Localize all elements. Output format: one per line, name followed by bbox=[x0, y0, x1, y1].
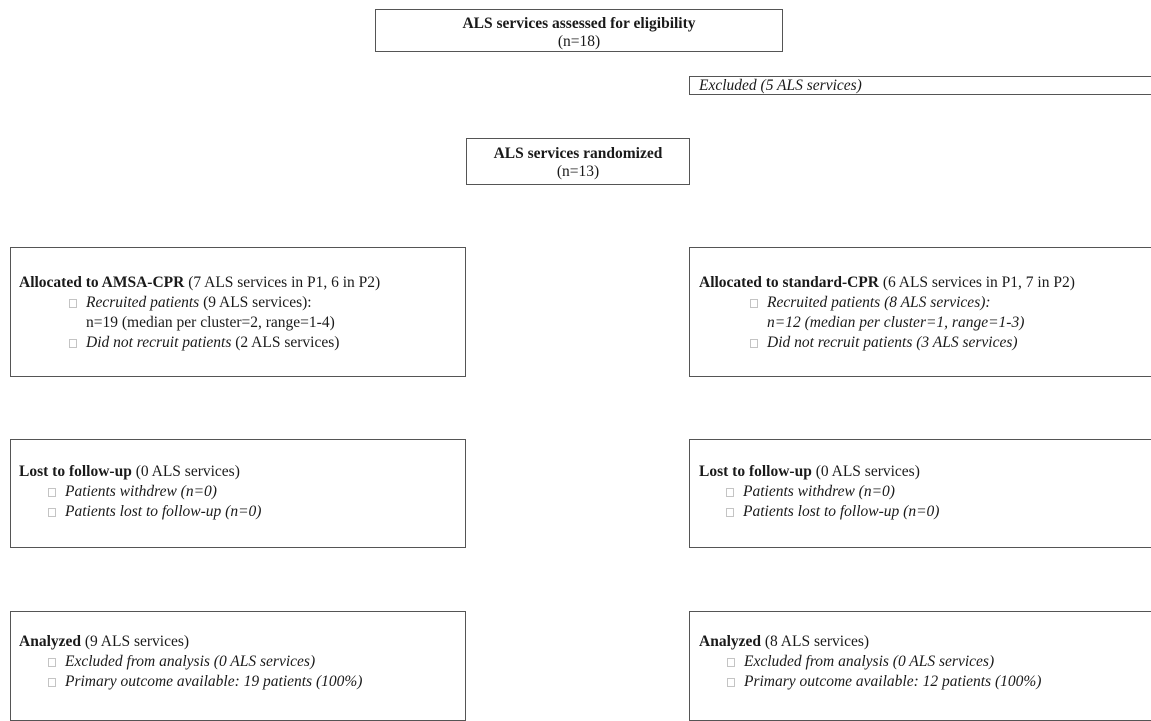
bullet-icon bbox=[750, 299, 758, 308]
randomized-count: (n=13) bbox=[556, 163, 600, 180]
right-lost-text: Patients lost to follow-up (n=0) bbox=[743, 503, 940, 520]
right-followup-box: Lost to follow-up (0 ALS services) Patie… bbox=[689, 439, 1151, 548]
right-allocation-bullet-1: Recruited patients (8 ALS services): bbox=[750, 294, 991, 312]
eligibility-box: ALS services assessed for eligibility (n… bbox=[375, 9, 783, 52]
bullet-icon bbox=[726, 488, 734, 497]
left-analyzed-bullet-2: Primary outcome available: 19 patients (… bbox=[48, 673, 362, 691]
right-allocation-heading: Allocated to standard-CPR (6 ALS service… bbox=[699, 274, 1075, 292]
left-analyzed-box: Analyzed (9 ALS services) Excluded from … bbox=[10, 611, 466, 721]
right-analyzed-detail: (8 ALS services) bbox=[761, 633, 870, 650]
randomized-box: ALS services randomized (n=13) bbox=[466, 138, 690, 185]
left-followup-bullet-2: Patients lost to follow-up (n=0) bbox=[48, 503, 261, 521]
right-allocation-bullet-2: Did not recruit patients (3 ALS services… bbox=[750, 334, 1018, 352]
left-withdrew-text: Patients withdrew (n=0) bbox=[65, 483, 217, 500]
left-followup-heading: Lost to follow-up (0 ALS services) bbox=[19, 463, 240, 481]
right-allocation-detail: (6 ALS services in P1, 7 in P2) bbox=[878, 274, 1075, 291]
bullet-icon bbox=[48, 508, 56, 517]
bullet-icon bbox=[69, 299, 77, 308]
right-excluded-analysis-text: Excluded from analysis (0 ALS services) bbox=[744, 653, 995, 670]
left-lost-text: Patients lost to follow-up (n=0) bbox=[65, 503, 262, 520]
right-primary-outcome-text: Primary outcome available: 12 patients (… bbox=[744, 673, 1042, 690]
excluded-text: Excluded (5 ALS services) bbox=[699, 77, 862, 94]
excluded-box: Excluded (5 ALS services) bbox=[689, 76, 1151, 95]
right-followup-detail: (0 ALS services) bbox=[811, 463, 920, 480]
bullet-icon bbox=[48, 658, 56, 667]
left-not-recruit-label: Did not recruit patients bbox=[86, 334, 232, 351]
left-not-recruit-detail: (2 ALS services) bbox=[231, 334, 340, 351]
left-allocation-bullet-2: Did not recruit patients (2 ALS services… bbox=[69, 334, 339, 352]
left-recruited-stats: n=19 (median per cluster=2, range=1-4) bbox=[86, 314, 335, 331]
right-recruited-stats: n=12 (median per cluster=1, range=1-3) bbox=[767, 314, 1025, 331]
right-followup-heading: Lost to follow-up (0 ALS services) bbox=[699, 463, 920, 481]
right-withdrew-text: Patients withdrew (n=0) bbox=[743, 483, 895, 500]
left-allocation-title: Allocated to AMSA-CPR bbox=[19, 274, 185, 291]
left-analyzed-heading: Analyzed (9 ALS services) bbox=[19, 633, 189, 651]
left-followup-bullet-1: Patients withdrew (n=0) bbox=[48, 483, 217, 501]
right-allocation-title: Allocated to standard-CPR bbox=[699, 274, 879, 291]
bullet-icon bbox=[48, 488, 56, 497]
bullet-icon bbox=[727, 658, 735, 667]
bullet-icon bbox=[750, 339, 758, 348]
right-recruited-label: Recruited patients (8 ALS services): bbox=[767, 294, 991, 311]
right-not-recruit-label: Did not recruit patients (3 ALS services… bbox=[767, 334, 1018, 351]
right-analyzed-bullet-2: Primary outcome available: 12 patients (… bbox=[727, 673, 1041, 691]
left-recruited-label: Recruited patients bbox=[86, 294, 200, 311]
left-allocation-box: Allocated to AMSA-CPR (7 ALS services in… bbox=[10, 247, 466, 377]
bullet-icon bbox=[48, 678, 56, 687]
left-analyzed-bullet-1: Excluded from analysis (0 ALS services) bbox=[48, 653, 315, 671]
bullet-icon bbox=[726, 508, 734, 517]
left-primary-outcome-text: Primary outcome available: 19 patients (… bbox=[65, 673, 363, 690]
randomized-title: ALS services randomized bbox=[493, 145, 663, 162]
eligibility-count: (n=18) bbox=[557, 33, 601, 50]
left-allocation-detail: (7 ALS services in P1, 6 in P2) bbox=[184, 274, 381, 291]
left-followup-box: Lost to follow-up (0 ALS services) Patie… bbox=[10, 439, 466, 548]
eligibility-title: ALS services assessed for eligibility bbox=[462, 15, 696, 32]
left-analyzed-detail: (9 ALS services) bbox=[81, 633, 190, 650]
left-allocation-bullet-1: Recruited patients (9 ALS services): bbox=[69, 294, 312, 312]
left-analyzed-title: Analyzed bbox=[19, 633, 81, 650]
left-excluded-analysis-text: Excluded from analysis (0 ALS services) bbox=[65, 653, 316, 670]
bullet-icon bbox=[69, 339, 77, 348]
left-recruited-detail: (9 ALS services): bbox=[199, 294, 312, 311]
right-analyzed-bullet-1: Excluded from analysis (0 ALS services) bbox=[727, 653, 994, 671]
right-analyzed-box: Analyzed (8 ALS services) Excluded from … bbox=[689, 611, 1151, 721]
right-analyzed-heading: Analyzed (8 ALS services) bbox=[699, 633, 869, 651]
right-followup-bullet-1: Patients withdrew (n=0) bbox=[726, 483, 895, 501]
left-allocation-heading: Allocated to AMSA-CPR (7 ALS services in… bbox=[19, 274, 380, 292]
right-followup-bullet-2: Patients lost to follow-up (n=0) bbox=[726, 503, 939, 521]
left-followup-title: Lost to follow-up bbox=[19, 463, 132, 480]
right-analyzed-title: Analyzed bbox=[699, 633, 761, 650]
left-followup-detail: (0 ALS services) bbox=[131, 463, 240, 480]
right-followup-title: Lost to follow-up bbox=[699, 463, 812, 480]
bullet-icon bbox=[727, 678, 735, 687]
right-allocation-box: Allocated to standard-CPR (6 ALS service… bbox=[689, 247, 1151, 377]
